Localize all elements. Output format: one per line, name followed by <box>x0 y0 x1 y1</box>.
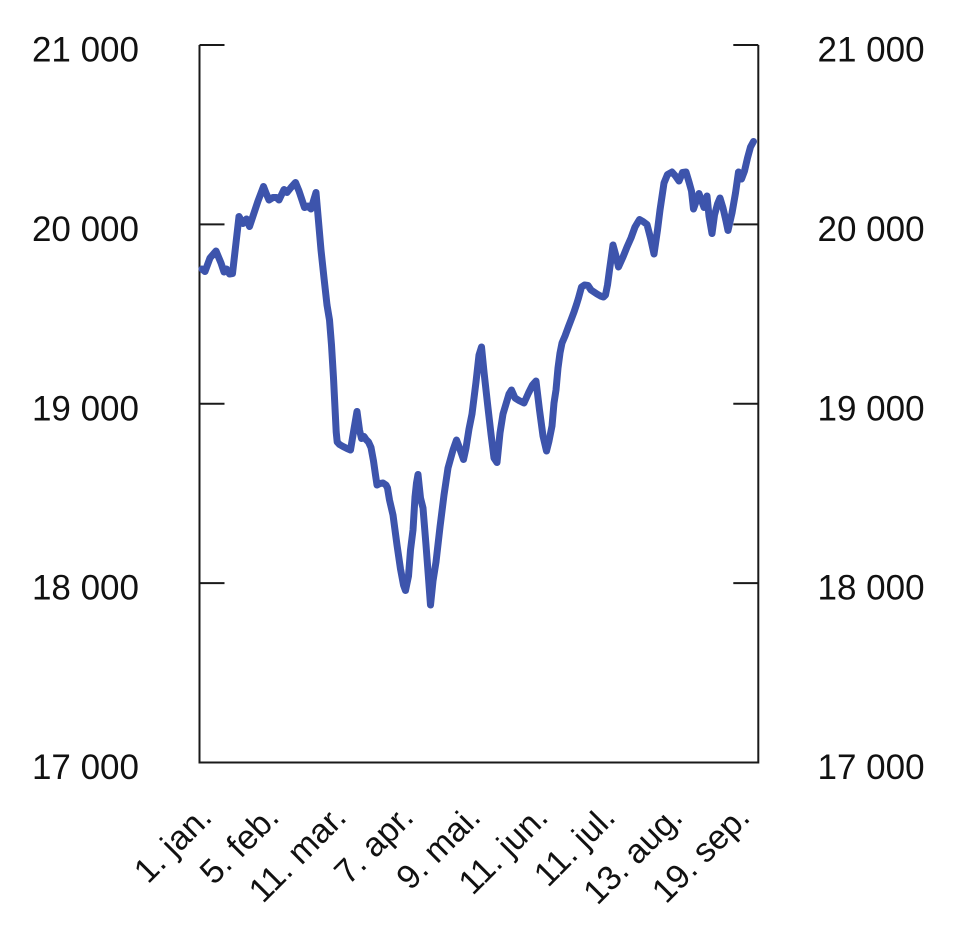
svg-text:17 000: 17 000 <box>818 748 925 787</box>
svg-text:18 000: 18 000 <box>32 569 139 608</box>
svg-text:20 000: 20 000 <box>32 210 139 249</box>
svg-text:21 000: 21 000 <box>818 31 925 70</box>
svg-text:21 000: 21 000 <box>32 31 139 70</box>
svg-text:18 000: 18 000 <box>818 569 925 608</box>
svg-text:20 000: 20 000 <box>818 210 925 249</box>
svg-text:19 000: 19 000 <box>32 389 139 428</box>
svg-text:19 000: 19 000 <box>818 389 925 428</box>
svg-text:17 000: 17 000 <box>32 748 139 787</box>
